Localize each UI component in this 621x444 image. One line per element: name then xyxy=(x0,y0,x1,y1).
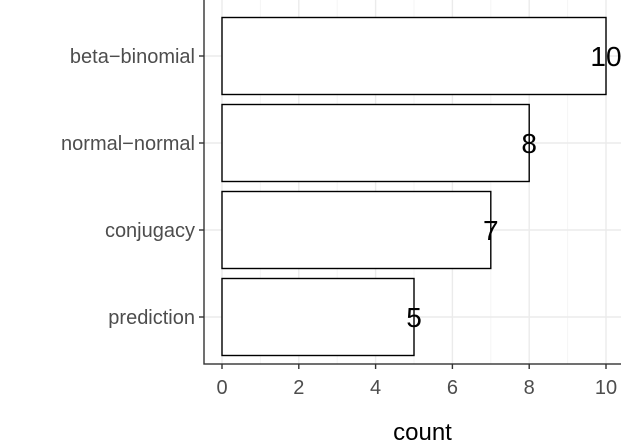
x-axis-title: count xyxy=(393,419,452,444)
panel-border xyxy=(203,0,621,365)
bar xyxy=(221,190,492,270)
y-tick-label: prediction xyxy=(108,307,195,329)
bar xyxy=(221,277,415,357)
data-label: 8 xyxy=(521,128,537,159)
y-tick-label: conjugacy xyxy=(105,220,195,242)
y-tick-label: normal−normal xyxy=(61,133,195,155)
x-tick-label: 8 xyxy=(524,377,535,399)
data-label: 5 xyxy=(406,302,422,333)
x-tick-label: 6 xyxy=(447,377,458,399)
x-tick-label: 4 xyxy=(370,377,381,399)
data-labels: 10 8 7 5 xyxy=(406,41,621,333)
x-tick-label: 0 xyxy=(216,377,227,399)
data-label: 10 xyxy=(590,41,621,72)
x-tick-label: 2 xyxy=(293,377,304,399)
x-tick-label: 10 xyxy=(595,377,617,399)
bar xyxy=(221,103,530,183)
y-tick-label: beta−binomial xyxy=(70,46,195,68)
bar xyxy=(221,16,607,96)
bars xyxy=(221,16,607,357)
axis-ticks: beta−binomial normal−normal conjugacy predi… xyxy=(61,46,617,399)
data-label: 7 xyxy=(483,215,499,246)
